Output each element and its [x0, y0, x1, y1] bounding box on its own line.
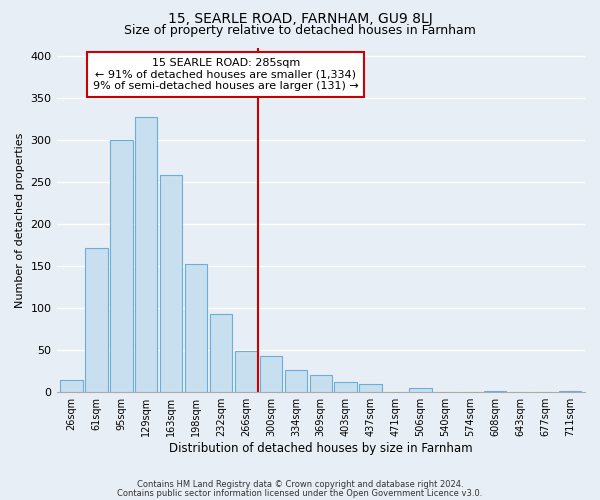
Bar: [559, 390, 581, 392]
Bar: [135, 118, 157, 392]
Bar: [110, 140, 133, 392]
Bar: [409, 388, 431, 392]
Text: Contains public sector information licensed under the Open Government Licence v3: Contains public sector information licen…: [118, 488, 482, 498]
Bar: [60, 380, 83, 392]
Text: Size of property relative to detached houses in Farnham: Size of property relative to detached ho…: [124, 24, 476, 37]
Bar: [85, 248, 107, 392]
Bar: [334, 382, 357, 392]
Text: 15 SEARLE ROAD: 285sqm
← 91% of detached houses are smaller (1,334)
9% of semi-d: 15 SEARLE ROAD: 285sqm ← 91% of detached…: [93, 58, 359, 91]
Text: Contains HM Land Registry data © Crown copyright and database right 2024.: Contains HM Land Registry data © Crown c…: [137, 480, 463, 489]
Bar: [359, 384, 382, 392]
Bar: [160, 176, 182, 392]
Bar: [310, 376, 332, 392]
Bar: [185, 264, 208, 392]
Text: 15, SEARLE ROAD, FARNHAM, GU9 8LJ: 15, SEARLE ROAD, FARNHAM, GU9 8LJ: [167, 12, 433, 26]
Bar: [235, 351, 257, 392]
Bar: [260, 356, 282, 392]
Bar: [284, 370, 307, 392]
Y-axis label: Number of detached properties: Number of detached properties: [15, 132, 25, 308]
X-axis label: Distribution of detached houses by size in Farnham: Distribution of detached houses by size …: [169, 442, 473, 455]
Bar: [484, 390, 506, 392]
Bar: [210, 314, 232, 392]
